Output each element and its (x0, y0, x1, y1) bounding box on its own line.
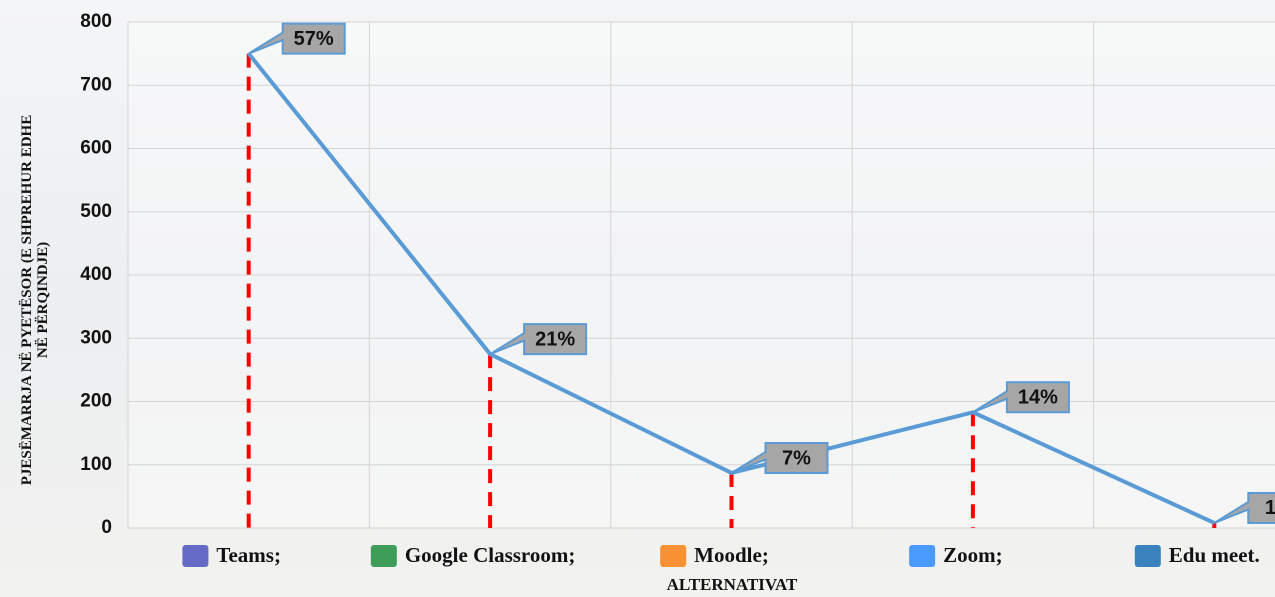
y-axis-title: PJESËMARRJA NË PYETËSOR (E SHPREHUR EDHE… (19, 115, 51, 485)
x-tick-label: Teams; (216, 543, 281, 567)
point-label-box (1213, 491, 1275, 524)
y-tick-label: 0 (101, 517, 112, 538)
y-tick-label: 200 (80, 391, 112, 412)
y-tick-label: 300 (80, 327, 112, 348)
y-tick-label: 700 (80, 74, 112, 95)
point-label: 1% (1265, 497, 1275, 519)
y-axis-title-group: PJESËMARRJA NË PYETËSOR (E SHPREHUR EDHE… (19, 115, 51, 485)
point-label-box (489, 323, 588, 356)
point-label: 57% (294, 28, 334, 50)
point-label-box (972, 381, 1070, 414)
point-label: 14% (1018, 387, 1058, 409)
point-label: 7% (782, 447, 811, 469)
y-tick-label: 600 (80, 138, 112, 159)
category-icon (909, 545, 936, 567)
x-tick-label: Google Classroom; (405, 543, 576, 567)
y-tick-label: 800 (80, 11, 112, 32)
point-label-box (248, 22, 346, 55)
y-tick-label: 100 (80, 454, 112, 475)
x-axis-title: ALTERNATIVAT (667, 575, 798, 594)
x-tick-label: Moodle; (694, 543, 769, 567)
category-icon (660, 545, 687, 567)
point-label: 21% (535, 328, 575, 350)
x-tick-label: Edu meet. (1169, 543, 1260, 567)
point-label-box (730, 441, 829, 474)
y-tick-label: 400 (80, 264, 112, 285)
category-icon (1134, 545, 1161, 567)
x-tick-label: Zoom; (943, 543, 1003, 567)
category-icon (182, 545, 209, 567)
category-icon (370, 545, 397, 567)
y-tick-label: 500 (80, 201, 112, 222)
